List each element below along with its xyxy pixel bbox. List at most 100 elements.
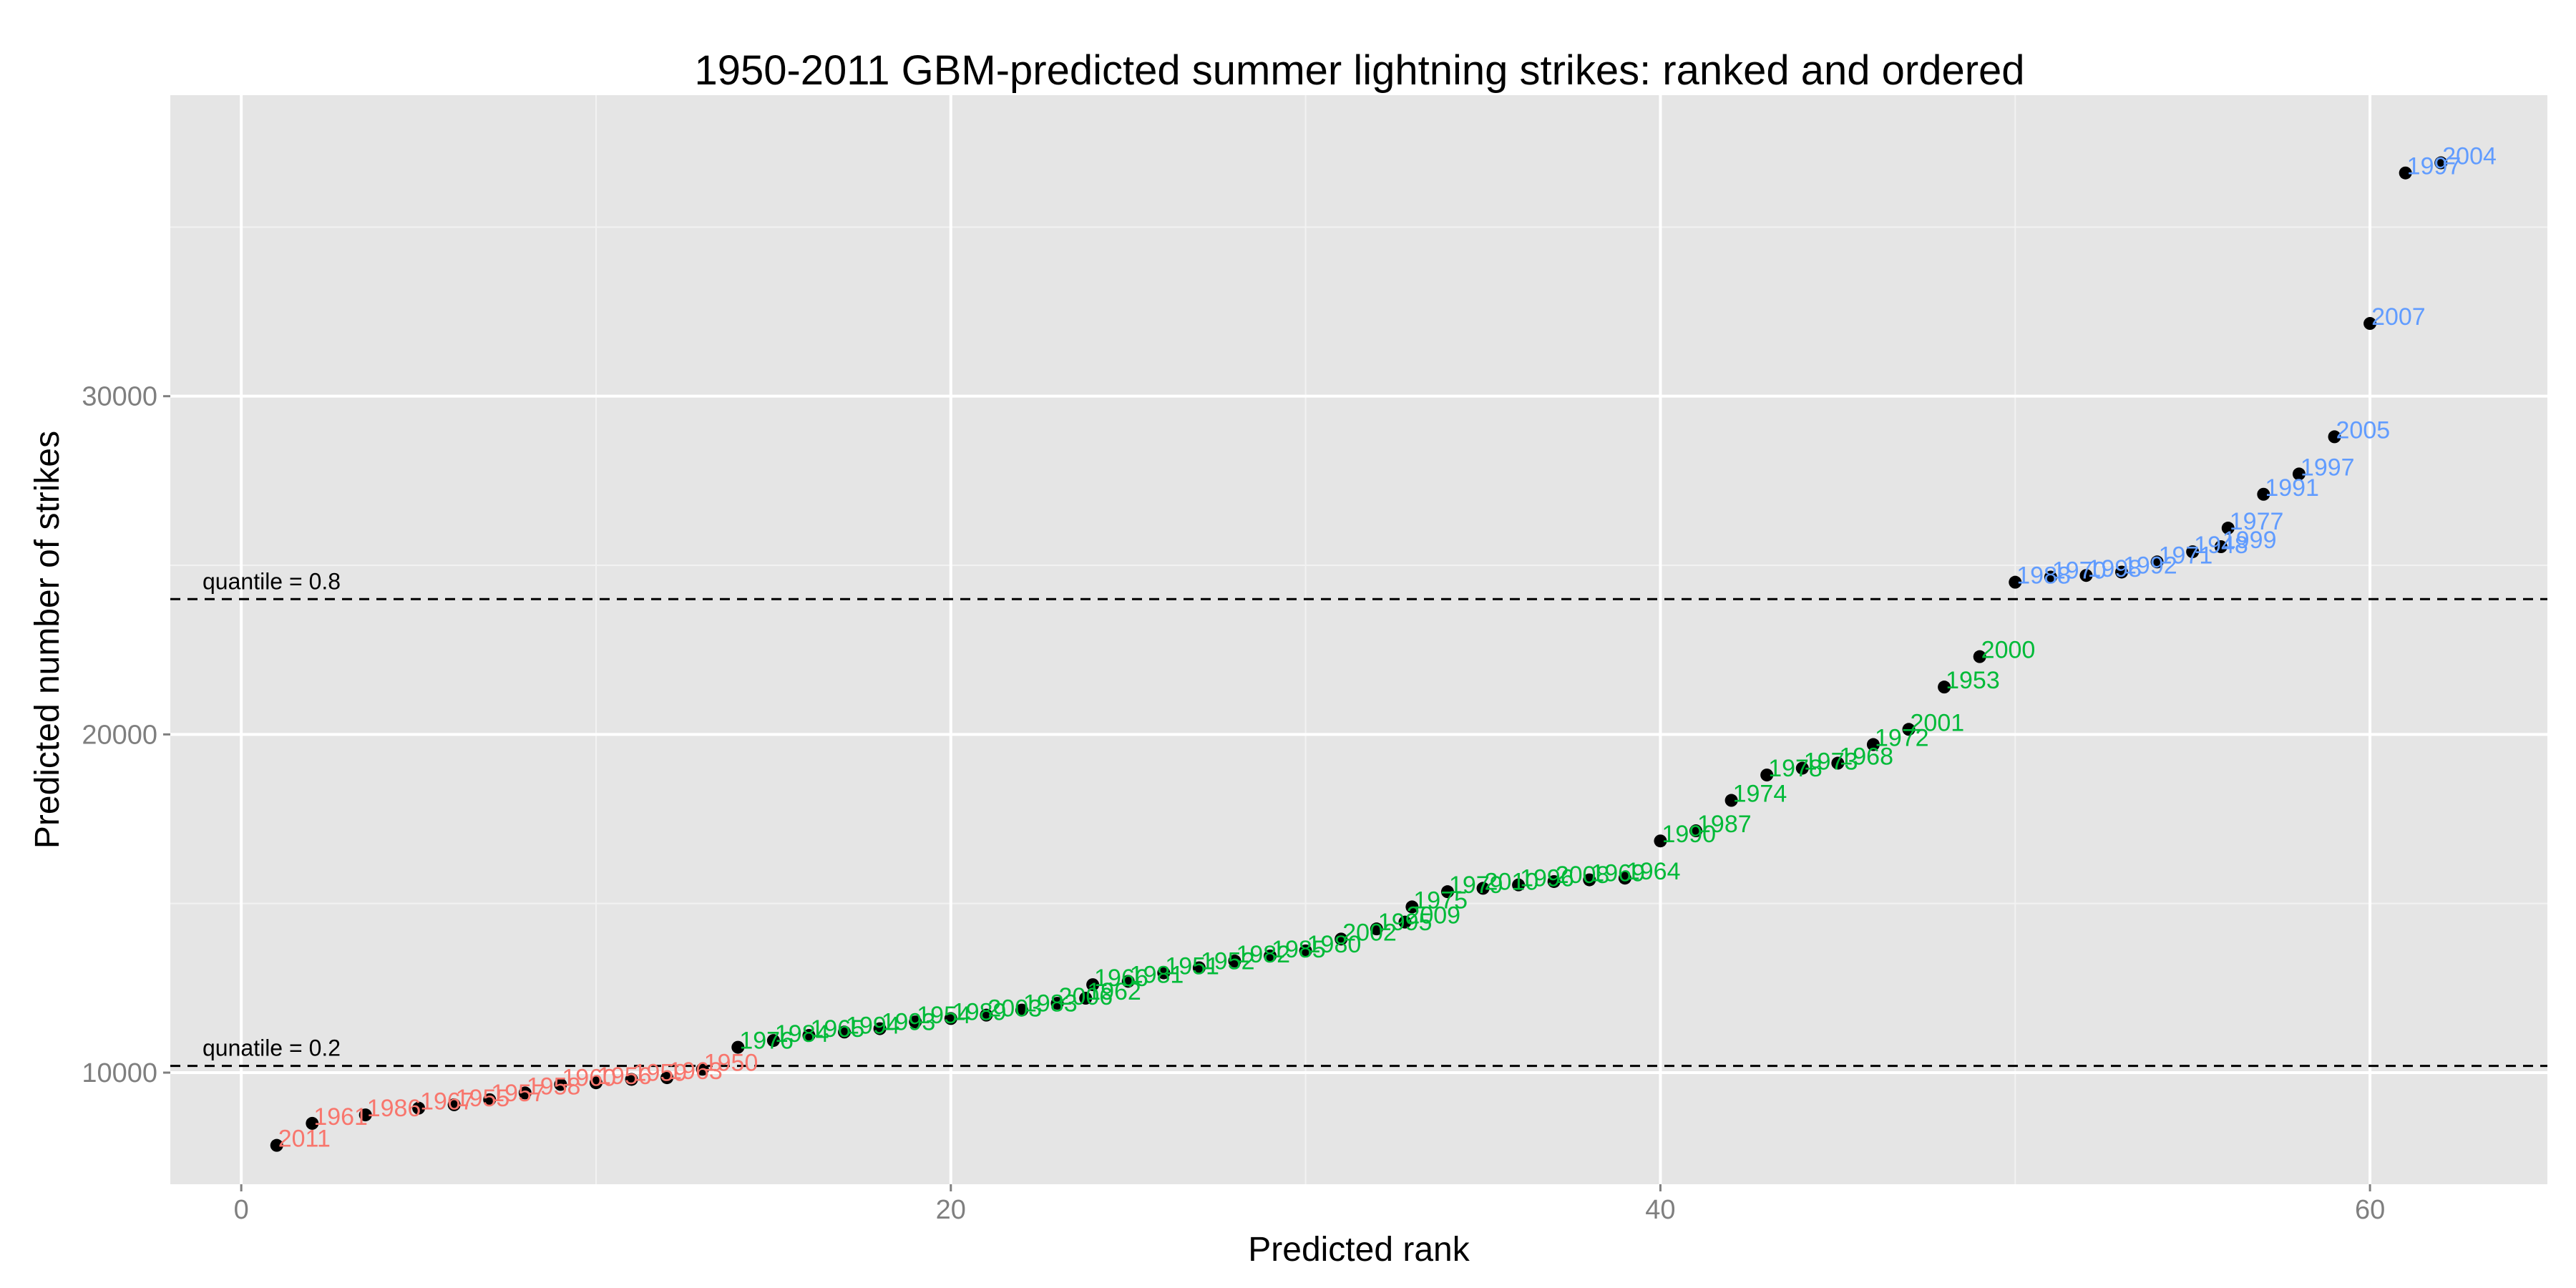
data-point xyxy=(1015,1003,1028,1017)
data-point xyxy=(2115,565,2129,579)
data-point xyxy=(2399,166,2412,180)
point-year-label: 1966 xyxy=(1094,965,1148,992)
data-point xyxy=(2257,487,2270,501)
data-point xyxy=(766,1034,780,1048)
point-year-label: 2008 xyxy=(1556,862,1610,889)
x-axis-title: Predicted rank xyxy=(1248,1231,1470,1269)
data-point xyxy=(1512,878,1526,892)
point-year-label: 1952 xyxy=(1201,947,1255,975)
data-point xyxy=(2044,570,2057,584)
data-point xyxy=(2434,156,2448,170)
y-axis-title: Predicted number of strikes xyxy=(29,431,67,849)
data-point xyxy=(1760,769,1774,782)
point-year-label: 2000 xyxy=(1981,637,2036,664)
point-year-label: 1963 xyxy=(668,1058,723,1085)
data-point xyxy=(270,1138,283,1152)
data-point xyxy=(2150,555,2164,569)
y-tick-label: 20000 xyxy=(82,720,157,750)
point-year-label: 1977 xyxy=(2230,508,2284,535)
point-year-label: 1948 xyxy=(2194,532,2248,559)
data-point xyxy=(447,1098,461,1111)
point-year-label: 1974 xyxy=(1733,781,1787,808)
data-point xyxy=(1079,992,1093,1005)
x-tick-label: 0 xyxy=(234,1195,249,1225)
point-year-label: 1991 xyxy=(2265,474,2319,502)
data-point xyxy=(2214,540,2228,554)
point-year-label: 1951 xyxy=(1165,953,1219,980)
point-year-label: 1981 xyxy=(1130,961,1184,988)
data-points xyxy=(270,156,2448,1152)
data-point xyxy=(1724,794,1738,807)
point-year-label: 1984 xyxy=(775,1020,829,1048)
point-year-label: 1980 xyxy=(1307,931,1362,958)
data-point xyxy=(1866,738,1880,751)
data-point xyxy=(1583,873,1596,887)
data-point xyxy=(1654,834,1667,848)
data-point xyxy=(306,1116,319,1130)
point-year-label: 2011 xyxy=(278,1126,331,1153)
minor-gridlines xyxy=(170,95,2547,1184)
data-point xyxy=(2328,430,2341,444)
point-year-label: 1996 xyxy=(1520,865,1574,892)
data-point xyxy=(1973,650,1986,663)
point-year-label: 1997 xyxy=(2407,153,2462,180)
data-point xyxy=(660,1071,674,1085)
point-year-label: 1998 xyxy=(2087,555,2142,582)
x-tick-label: 20 xyxy=(936,1195,966,1225)
point-year-label: 1968 xyxy=(1839,743,1893,771)
data-point xyxy=(980,1008,993,1022)
quantile-label: qunatile = 0.2 xyxy=(203,1035,341,1061)
chart-title: 1950-2011 GBM-predicted summer lightning… xyxy=(694,47,2024,94)
data-point xyxy=(1192,961,1206,975)
data-point xyxy=(1405,900,1419,914)
data-point xyxy=(483,1093,497,1106)
x-tick-label: 60 xyxy=(2355,1195,2385,1225)
data-point xyxy=(1299,944,1312,957)
data-point xyxy=(1795,761,1809,775)
data-point xyxy=(1370,922,1383,936)
point-year-label: 1964 xyxy=(1626,858,1681,885)
point-year-label: 1983 xyxy=(1023,990,1078,1018)
data-point xyxy=(1618,872,1631,885)
point-year-label: 1975 xyxy=(1413,887,1468,914)
point-year-label: 2007 xyxy=(2371,303,2426,331)
point-year-label: 1962 xyxy=(1087,978,1141,1005)
point-year-label: 1969 xyxy=(1591,860,1645,887)
point-year-label: 1972 xyxy=(1875,725,1929,752)
plot-panel xyxy=(170,95,2547,1184)
point-labels: 2011196119861967195519571958196019561959… xyxy=(278,143,2497,1153)
point-year-label: 1954 xyxy=(917,1002,971,1029)
point-year-label: 1953 xyxy=(1946,667,2000,694)
point-year-label: 1958 xyxy=(527,1073,581,1100)
point-year-label: 2003 xyxy=(987,995,1042,1023)
data-point xyxy=(518,1086,532,1100)
data-point xyxy=(731,1040,745,1054)
point-year-label: 1950 xyxy=(704,1049,758,1076)
data-point xyxy=(1831,756,1845,770)
point-year-label: 1995 xyxy=(1378,909,1433,936)
point-year-label: 1992 xyxy=(2123,552,2177,579)
point-year-label: 1959 xyxy=(633,1059,688,1086)
data-point xyxy=(1086,978,1100,992)
data-point xyxy=(1121,975,1135,988)
data-point xyxy=(2221,522,2235,535)
point-year-label: 2005 xyxy=(2336,416,2391,444)
point-year-label: 1957 xyxy=(491,1080,545,1107)
point-year-label: 1970 xyxy=(2052,557,2107,585)
quantile-label: quantile = 0.8 xyxy=(203,568,341,594)
point-year-label: 1979 xyxy=(1449,872,1503,899)
data-point xyxy=(1440,885,1454,899)
point-year-label: 1978 xyxy=(1768,755,1823,782)
point-year-label: 2009 xyxy=(1406,902,1460,930)
point-year-label: 2002 xyxy=(1342,919,1397,946)
point-year-label: 1955 xyxy=(456,1085,510,1112)
axis-ticks: 0 20 40 60 10000 20000 30000 xyxy=(82,382,2385,1225)
data-point xyxy=(2186,545,2200,559)
point-year-label: 1987 xyxy=(1697,811,1752,838)
data-point xyxy=(1547,874,1561,888)
data-point xyxy=(838,1025,852,1039)
data-point xyxy=(944,1012,957,1025)
data-point xyxy=(589,1076,602,1090)
data-point xyxy=(1335,932,1348,946)
